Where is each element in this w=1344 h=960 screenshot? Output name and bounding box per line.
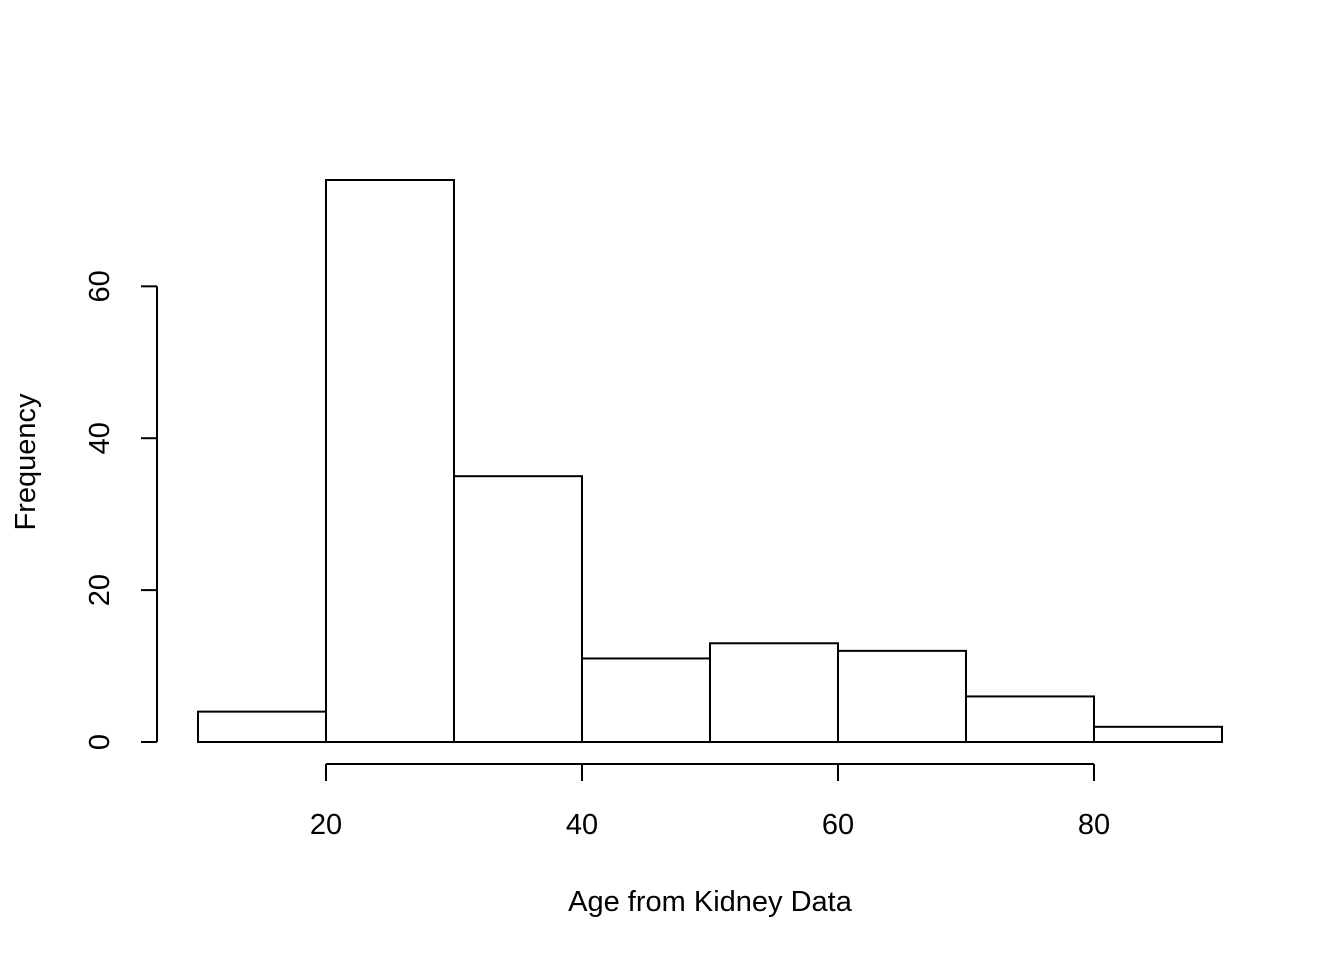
histogram-bar-60-70 <box>837 649 967 743</box>
histogram-bar-40-50 <box>581 657 711 744</box>
histogram-bar-80-90 <box>1093 725 1223 743</box>
y-tick-label-60: 60 <box>84 270 116 302</box>
histogram-bar-70-80 <box>965 695 1095 743</box>
y-axis: 0 20 40 60 <box>84 270 158 750</box>
y-axis-title: Frequency <box>10 393 42 531</box>
x-axis-title: Age from Kidney Data <box>568 886 853 918</box>
x-axis: 20 40 60 80 <box>310 763 1110 841</box>
x-tick-label-60: 60 <box>822 809 854 841</box>
histogram-bar-20-30 <box>325 179 455 743</box>
y-tick-label-20: 20 <box>84 574 116 606</box>
histogram-bar-10-20 <box>197 710 327 744</box>
y-tick-label-40: 40 <box>84 422 116 454</box>
y-tick-label-0: 0 <box>84 734 116 750</box>
x-tick-label-20: 20 <box>310 809 342 841</box>
x-tick-label-40: 40 <box>566 809 598 841</box>
histogram-bars <box>197 179 1223 744</box>
histogram-bar-30-40 <box>453 475 583 743</box>
x-tick-label-80: 80 <box>1078 809 1110 841</box>
histogram-bar-50-60 <box>709 642 839 743</box>
